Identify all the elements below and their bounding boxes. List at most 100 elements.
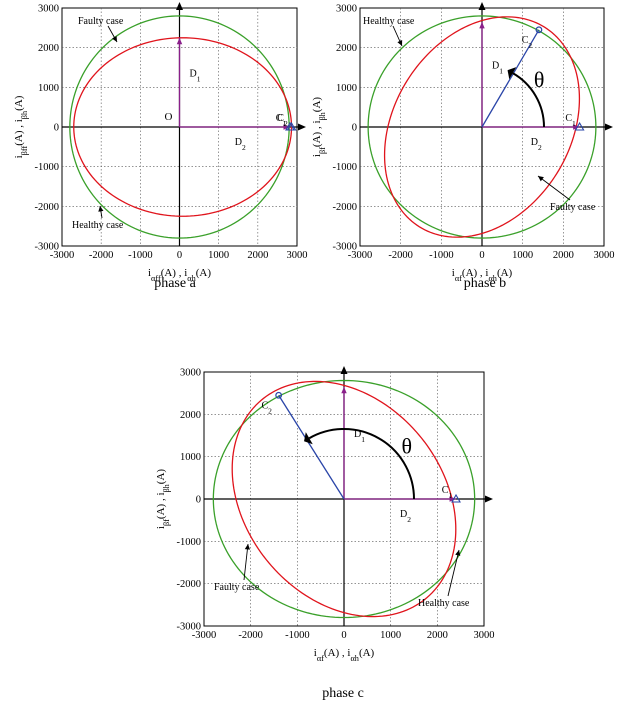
point-c2 <box>286 121 297 131</box>
vector-label-d1: D1 <box>190 68 201 83</box>
y-axis-arrowhead <box>176 2 183 10</box>
x-tick-label: 2000 <box>553 250 574 261</box>
theta-label: θ <box>534 67 545 92</box>
theta-label: θ <box>401 434 412 459</box>
x-axis-arrowhead <box>298 123 306 131</box>
y-tick-label: -1000 <box>35 162 60 173</box>
vector-arrowhead <box>449 496 456 502</box>
theta-arrowhead <box>507 67 517 80</box>
point-c1 <box>574 121 585 131</box>
point-label-c1: C1 <box>565 113 576 128</box>
point-c2 <box>275 391 283 399</box>
series-healthy-case <box>212 379 476 619</box>
vector-arrowhead <box>283 124 290 130</box>
x-axis-arrowhead <box>485 495 493 503</box>
panel-phase-a: -3000 -2000 -1000 0 1000 2000 3000 -3000 -2000 -1… <box>13 2 308 291</box>
y-axis-label: iβf(A) , iβh(A) <box>155 469 171 530</box>
series-pointer-arrowhead <box>455 550 461 556</box>
theta-arc <box>512 72 545 128</box>
series-label-faulty-case: Faulty case <box>78 16 124 27</box>
x-tick-label: 1000 <box>208 250 229 261</box>
vector-arrowhead <box>176 37 183 45</box>
point-label-c2: C2 <box>522 35 533 50</box>
series-label-healthy-case: Healthy case <box>72 220 124 231</box>
point-label-c2: C2 <box>261 400 272 415</box>
vector-c2-line <box>278 394 345 500</box>
x-tick-label: -1000 <box>429 250 454 261</box>
x-tick-label: -1000 <box>128 250 153 261</box>
x-tick-label: 2000 <box>247 250 268 261</box>
x-tick-label: 0 <box>177 250 182 261</box>
series-pointer-arrowhead <box>98 206 104 212</box>
vector-arrowhead <box>341 386 347 394</box>
y-tick-label: 1000 <box>38 83 59 94</box>
vector-label-d2: D2 <box>531 137 542 152</box>
vector-arrowhead <box>573 124 580 130</box>
series-pointer-line <box>537 175 571 201</box>
panel-caption: phase b <box>464 276 506 291</box>
point-c2 <box>535 26 543 34</box>
y-tick-label: 3000 <box>38 4 59 15</box>
y-tick-label: -1000 <box>333 162 358 173</box>
panel-phase-b: -3000 -2000 -1000 0 1000 2000 3000 -3000 -2000 -1… <box>311 2 615 291</box>
series-label-faulty-case: Faulty case <box>550 202 596 213</box>
y-tick-label: -3000 <box>35 242 60 253</box>
series-faulty-case <box>231 380 457 618</box>
vector-label-d1: D1 <box>354 429 365 444</box>
x-tick-label: -3000 <box>348 250 373 261</box>
y-tick-label: 2000 <box>336 43 357 54</box>
series-pointer-arrowhead <box>397 40 403 46</box>
y-tick-label: -3000 <box>177 622 202 633</box>
x-tick-label: 2000 <box>427 630 448 641</box>
series-label-faulty-case: Faulty case <box>214 582 260 593</box>
x-tick-label: -3000 <box>50 250 75 261</box>
x-axis-arrowhead <box>605 123 613 131</box>
series-label-healthy-case: Healthy case <box>418 598 470 609</box>
panel-phase-c: -3000 -2000 -1000 0 1000 2000 3000 -3000 -2000 -1… <box>155 366 495 701</box>
x-tick-label: 3000 <box>474 630 495 641</box>
y-tick-label: 2000 <box>180 410 201 421</box>
x-tick-label: -2000 <box>89 250 114 261</box>
y-axis-label: iβff(A) , iβh(A) <box>13 95 29 158</box>
vector-label-d2: D2 <box>400 509 411 524</box>
series-pointer-arrowhead <box>112 36 117 42</box>
y-tick-label: -2000 <box>177 579 202 590</box>
theta-arrowhead <box>304 432 313 445</box>
series-label-healthy-case: Healthy case <box>363 16 415 27</box>
y-tick-label: -1000 <box>177 537 202 548</box>
series-faulty-case <box>73 37 293 217</box>
vector-c2-line <box>481 29 540 128</box>
y-tick-label: 0 <box>54 123 59 134</box>
x-tick-label: 1000 <box>512 250 533 261</box>
series-pointer-arrowhead <box>244 544 250 550</box>
y-tick-label: 3000 <box>180 368 201 379</box>
y-tick-label: 2000 <box>38 43 59 54</box>
x-axis-label: iαf(A) , iαh(A) <box>452 267 513 283</box>
series-pointer-arrowhead <box>538 176 544 182</box>
x-tick-label: -1000 <box>285 630 310 641</box>
vector-label-d1: D1 <box>492 60 503 75</box>
y-axis-arrowhead <box>340 366 348 374</box>
point-label-c2: C2 <box>277 113 288 128</box>
y-tick-label: 1000 <box>180 452 201 463</box>
panel-caption: phase c <box>322 686 364 701</box>
x-tick-label: -2000 <box>238 630 263 641</box>
x-tick-label: -3000 <box>192 630 217 641</box>
y-axis-arrowhead <box>478 2 486 10</box>
y-tick-label: -2000 <box>35 202 60 213</box>
point-label-c1: C1 <box>442 485 453 500</box>
y-tick-label: 1000 <box>336 83 357 94</box>
y-tick-label: -2000 <box>333 202 358 213</box>
point-label-c1: C1 <box>276 113 287 128</box>
point-c1 <box>451 493 461 503</box>
series-pointer-line <box>447 549 460 597</box>
y-tick-label: 0 <box>352 123 357 134</box>
series-healthy-case <box>69 15 290 239</box>
x-tick-label: 1000 <box>380 630 401 641</box>
y-tick-label: 0 <box>196 495 201 506</box>
x-axis-label: iαf(A) , iαh(A) <box>314 647 375 663</box>
x-tick-label: 3000 <box>287 250 308 261</box>
panel-caption: phase a <box>154 276 196 291</box>
x-tick-label: 0 <box>341 630 346 641</box>
